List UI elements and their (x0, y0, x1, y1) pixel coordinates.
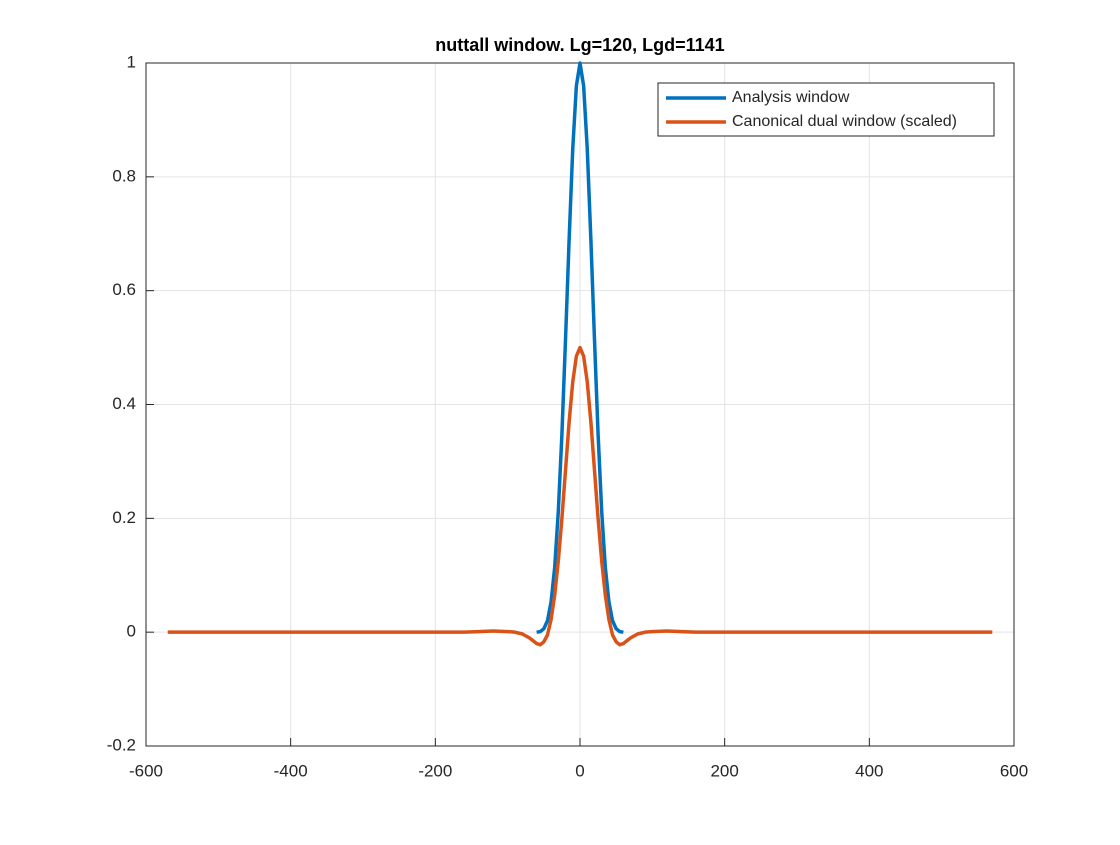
y-tick-label: -0.2 (107, 735, 136, 754)
x-tick-label: -400 (274, 761, 308, 780)
x-tick-label: -600 (129, 761, 163, 780)
x-tick-label: 0 (575, 761, 584, 780)
legend-box (657, 82, 995, 137)
y-tick-label: 0.2 (112, 508, 136, 527)
x-tick-label: -200 (418, 761, 452, 780)
legend-label: Analysis window (732, 89, 850, 106)
series-line (167, 345, 993, 647)
y-tick-label: 0.4 (112, 394, 136, 413)
y-tick-label: 1 (127, 52, 136, 71)
y-tick-label: 0 (127, 622, 136, 641)
x-tick-label: 600 (1000, 761, 1028, 780)
series-line (536, 61, 624, 634)
x-tick-label: 400 (855, 761, 883, 780)
x-tick-label: 200 (710, 761, 738, 780)
y-tick-label: 0.8 (112, 166, 136, 185)
chart-title: nuttall window. Lg=120, Lgd=1141 (435, 35, 724, 55)
legend-label: Canonical dual window (scaled) (732, 113, 957, 130)
y-tick-label: 0.6 (112, 280, 136, 299)
